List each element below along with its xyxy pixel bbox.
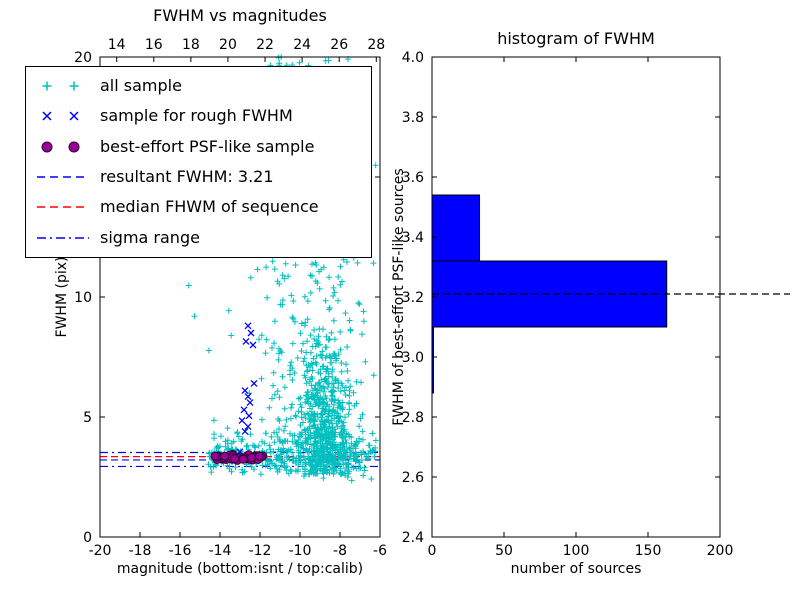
legend-item-label: resultant FWHM: 3.21	[100, 167, 274, 187]
svg-text:3.0: 3.0	[402, 350, 424, 366]
svg-text:3.2: 3.2	[402, 290, 424, 306]
svg-text:0: 0	[83, 530, 92, 546]
circle-marker-icon	[41, 141, 80, 153]
legend: all sample sample for rough FWHM best-effo…	[25, 66, 372, 258]
svg-text:2.6: 2.6	[402, 470, 424, 486]
svg-text:28: 28	[367, 37, 385, 53]
svg-text:2.8: 2.8	[402, 410, 424, 426]
svg-text:24: 24	[293, 37, 311, 53]
svg-text:14: 14	[108, 37, 126, 53]
plus-marker-icon	[42, 81, 79, 91]
x-marker-icon	[42, 111, 79, 122]
svg-text:0: 0	[428, 543, 437, 559]
dashdot-line-marker-icon	[37, 237, 89, 239]
legend-item-label: best-effort PSF-like sample	[100, 136, 315, 156]
svg-text:200: 200	[707, 543, 734, 559]
right-plot: 0 50 100 150 200 2.4 2.6 2.8 3.0 3.2 3.4 3.6 3.8 4.0	[402, 50, 790, 559]
svg-text:-18: -18	[129, 543, 152, 559]
svg-text:2.4: 2.4	[402, 530, 424, 546]
svg-text:-12: -12	[249, 543, 272, 559]
svg-text:-6: -6	[373, 543, 387, 559]
svg-text:100: 100	[563, 543, 590, 559]
svg-text:50: 50	[495, 543, 513, 559]
right-plot-ylabel: FWHM of best-effort PSF-like sources	[391, 168, 407, 426]
svg-text:3.8: 3.8	[402, 110, 424, 126]
legend-item: all sample	[34, 76, 371, 96]
svg-text:3.6: 3.6	[402, 170, 424, 186]
svg-text:18: 18	[182, 37, 200, 53]
svg-text:5: 5	[83, 410, 92, 426]
svg-text:4.0: 4.0	[402, 50, 424, 66]
dashed-line-marker-icon	[37, 176, 89, 178]
svg-text:20: 20	[219, 37, 237, 53]
legend-item: median FHWM of sequence	[34, 197, 371, 217]
legend-item: resultant FWHM: 3.21	[34, 167, 371, 187]
right-plot-xlabel: number of sources	[510, 561, 642, 577]
left-plot: -20 -18 -16 -14 -12 -10 -8 -6 14 16 18 20 22 24 26 28 0 5…	[74, 37, 387, 559]
legend-item: best-effort PSF-like sample	[34, 137, 371, 157]
svg-text:-8: -8	[333, 543, 347, 559]
svg-text:150: 150	[635, 543, 662, 559]
svg-text:-20: -20	[89, 543, 112, 559]
left-plot-ticks: -20 -18 -16 -14 -12 -10 -8 -6 14 16 18 20 22 24 26 28 0 5…	[74, 37, 387, 559]
svg-text:26: 26	[330, 37, 348, 53]
svg-text:-16: -16	[169, 543, 192, 559]
left-plot-ylabel: FWHM (pix)	[54, 256, 70, 338]
svg-text:16: 16	[145, 37, 163, 53]
right-plot-title: histogram of FWHM	[497, 29, 655, 48]
svg-text:20: 20	[74, 50, 92, 66]
legend-item-label: sample for rough FWHM	[100, 106, 293, 126]
dashed-line-marker-icon	[37, 206, 89, 209]
svg-text:22: 22	[256, 37, 274, 53]
legend-item-label: sigma range	[100, 227, 200, 247]
left-plot-xlabel: magnitude (bottom:isnt / top:calib)	[116, 561, 364, 577]
legend-item: sigma range	[34, 228, 371, 248]
right-plot-ticks: 0 50 100 150 200 2.4 2.6 2.8 3.0 3.2 3.4 3.6 3.8 4.0	[402, 50, 734, 559]
svg-text:-14: -14	[209, 543, 232, 559]
legend-item-label: median FHWM of sequence	[100, 197, 319, 217]
svg-text:3.4: 3.4	[402, 230, 424, 246]
legend-item: sample for rough FWHM	[34, 106, 371, 126]
histogram-bar	[431, 194, 481, 262]
best-effort-psf-like-sample-points	[210, 449, 268, 465]
legend-item-label: all sample	[100, 76, 182, 96]
left-plot-title: FWHM vs magnitudes	[153, 6, 327, 25]
svg-text:10: 10	[74, 290, 92, 306]
svg-text:-10: -10	[289, 543, 312, 559]
